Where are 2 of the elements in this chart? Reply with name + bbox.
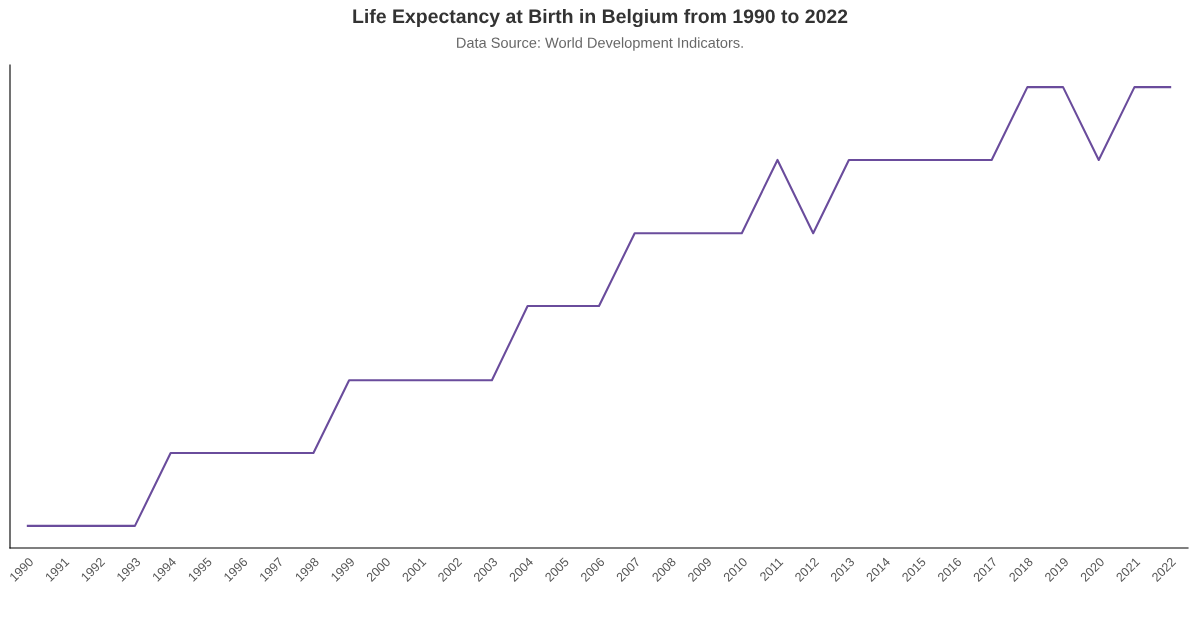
- chart-title: Life Expectancy at Birth in Belgium from 1990 to 2022: [353, 8, 848, 28]
- chart-subtitle: Data Source: World Development Indicators.: [457, 37, 743, 51]
